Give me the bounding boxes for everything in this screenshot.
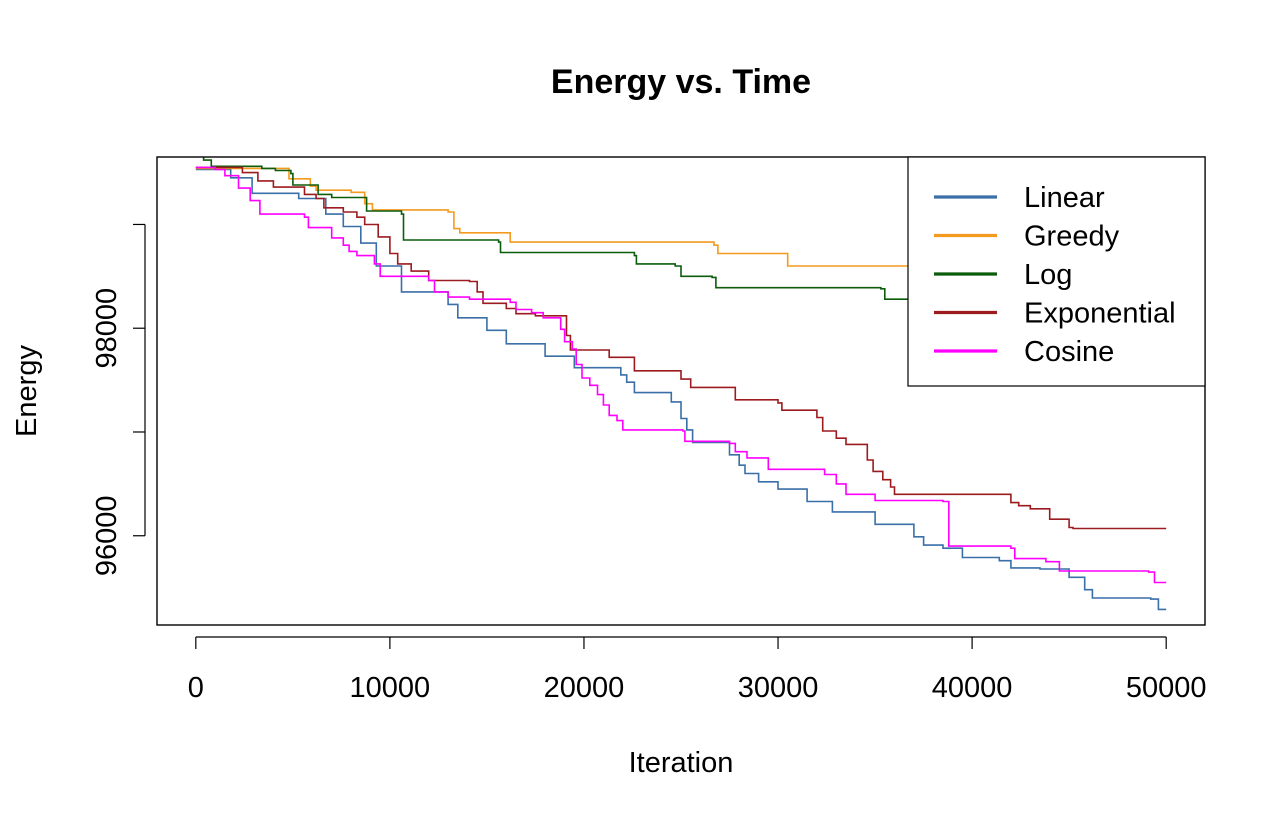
- x-tick-label: 40000: [932, 672, 1013, 704]
- x-axis: 0 10000 20000 30000 40000 50000: [188, 636, 1207, 704]
- legend-label-exponential: Exponential: [1024, 298, 1176, 330]
- y-axis-label: Energy: [11, 345, 43, 437]
- series-line-exponential: [195, 166, 1167, 530]
- legend-label-linear: Linear: [1024, 182, 1105, 214]
- x-axis-label: Iteration: [629, 747, 734, 779]
- legend-label-greedy: Greedy: [1024, 221, 1120, 253]
- y-axis: 96000 98000: [91, 223, 146, 576]
- x-tick-label: 20000: [544, 672, 625, 704]
- legend-label-log: Log: [1024, 259, 1072, 291]
- legend: Linear Greedy Log Exponential Cosine: [907, 156, 1206, 387]
- x-tick-label: 30000: [738, 672, 819, 704]
- y-tick-label: 98000: [91, 288, 123, 369]
- x-tick-label: 50000: [1126, 672, 1207, 704]
- x-tick-label: 10000: [350, 672, 431, 704]
- plot-frame: [156, 156, 1206, 626]
- series-layer: [195, 157, 1167, 611]
- series-line-greedy: [195, 167, 1167, 268]
- x-tick-label: 0: [188, 672, 204, 704]
- series-line-linear: [195, 168, 1167, 611]
- legend-box: [907, 156, 1206, 387]
- y-tick-label: 96000: [91, 495, 123, 576]
- chart-title: Energy vs. Time: [551, 63, 811, 101]
- series-line-cosine: [195, 166, 1167, 584]
- series-line-log: [202, 157, 1167, 302]
- legend-label-cosine: Cosine: [1024, 336, 1114, 368]
